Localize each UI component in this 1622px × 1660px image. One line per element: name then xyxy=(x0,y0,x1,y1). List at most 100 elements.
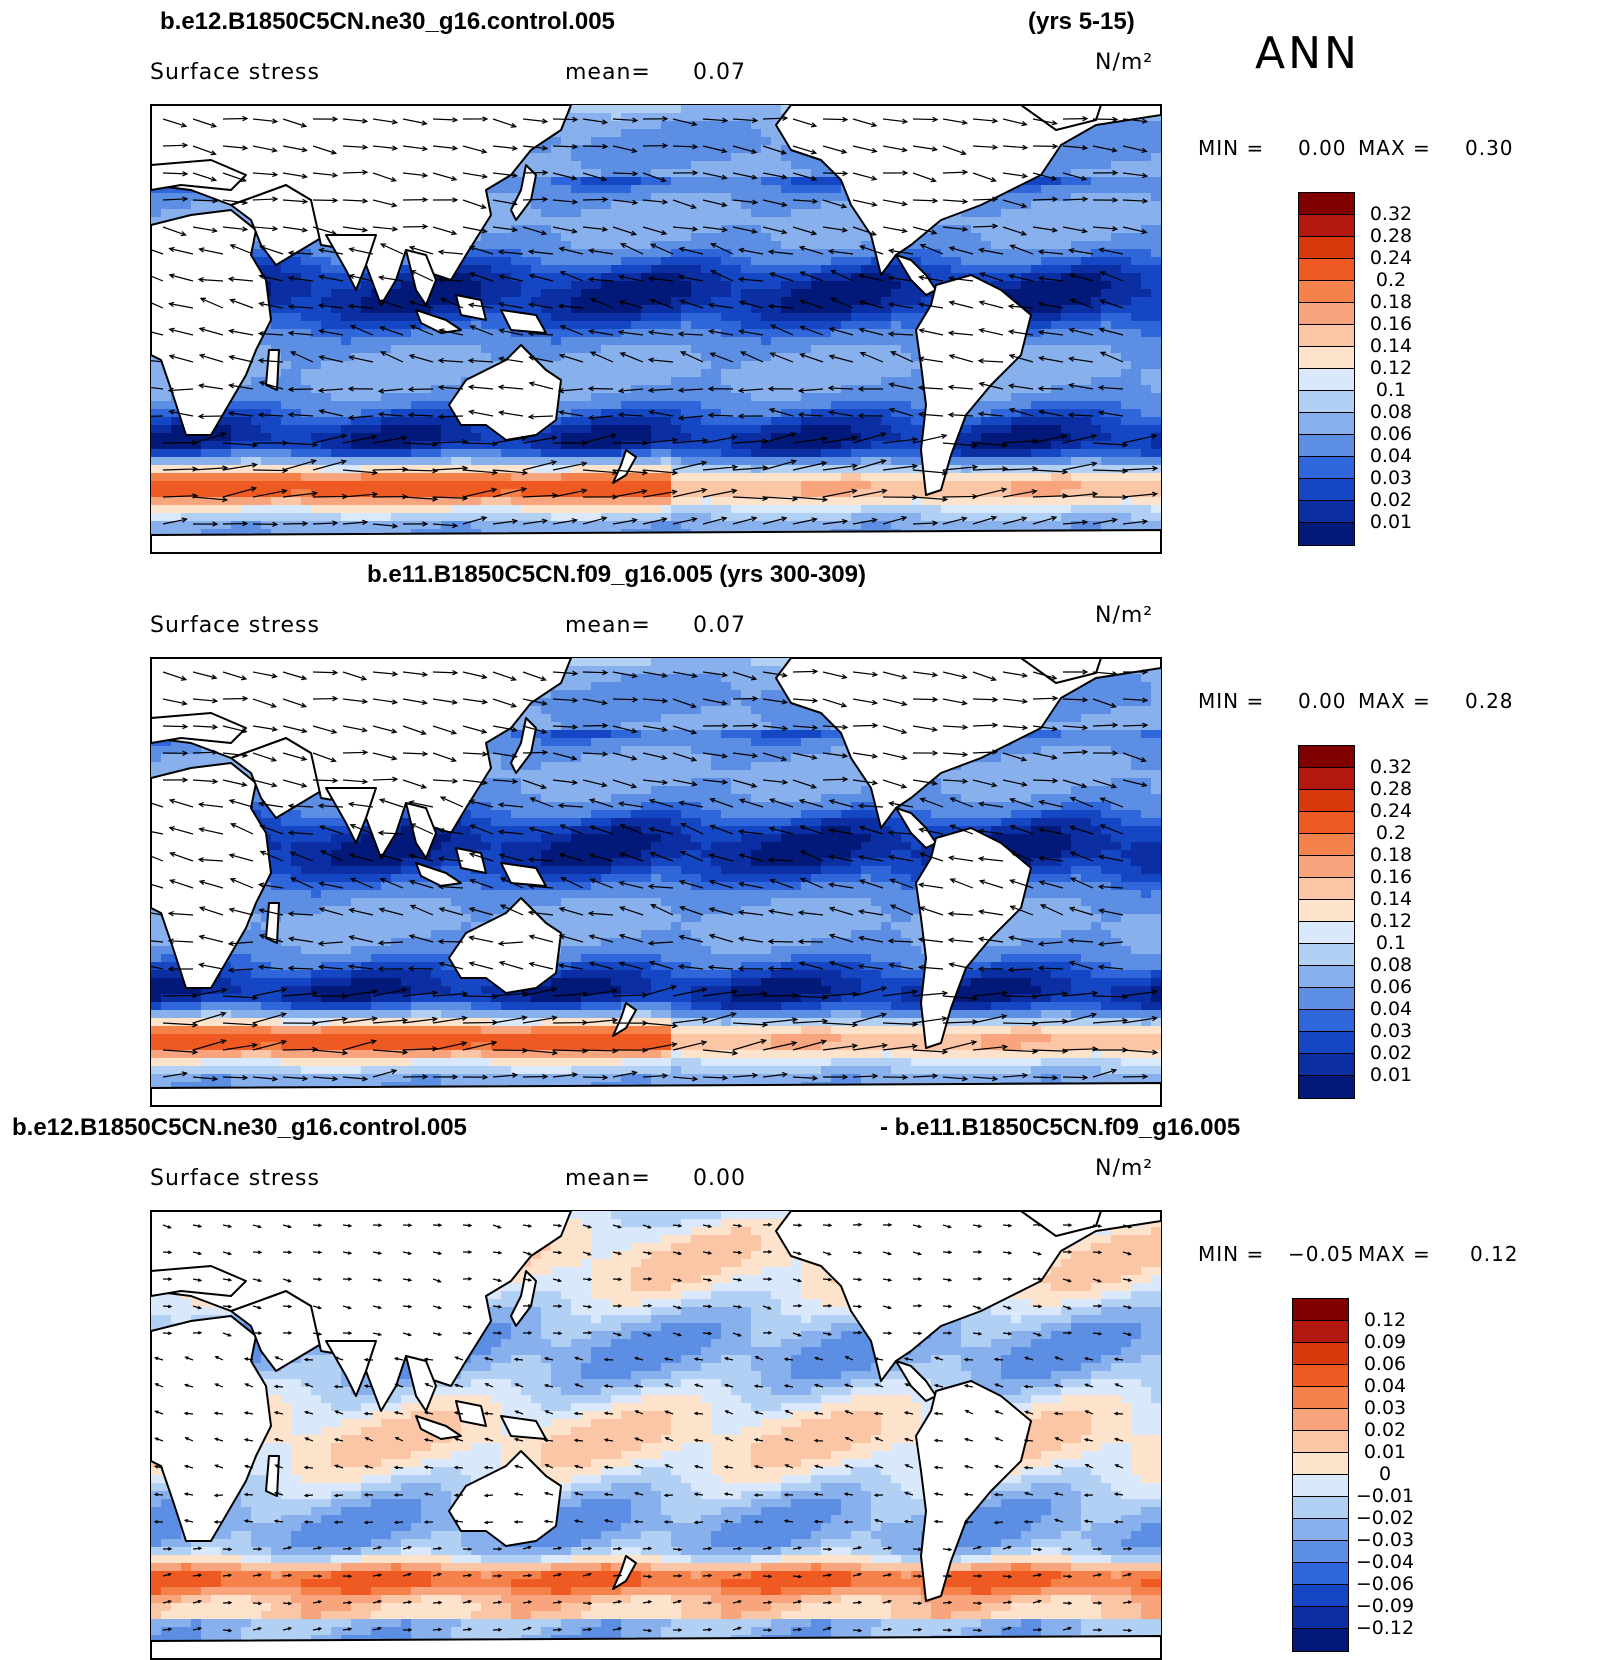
colorbar-swatch xyxy=(1299,479,1354,501)
colorbar-swatch xyxy=(1299,259,1354,281)
colorbar-tick-label: 0 xyxy=(1350,1463,1420,1485)
colorbar-swatch xyxy=(1293,1497,1348,1519)
panel2-units: N/m² xyxy=(1095,603,1153,628)
colorbar-swatch xyxy=(1299,856,1354,878)
colorbar-tick-label: 0.24 xyxy=(1356,800,1426,822)
colorbar-tick-label: 0.16 xyxy=(1356,313,1426,335)
colorbar-swatch xyxy=(1299,1054,1354,1076)
panel2-title: b.e11.B1850C5CN.f09_g16.005 (yrs 300-309… xyxy=(367,561,866,589)
panel3-mean-value: 0.00 xyxy=(693,1166,746,1191)
colorbar-swatch xyxy=(1299,768,1354,790)
panel2-subtitle: Surface stress xyxy=(150,613,320,638)
colorbar-tick-label: 0.06 xyxy=(1356,423,1426,445)
colorbar-swatch xyxy=(1299,457,1354,479)
colorbar-tick-label: 0.1 xyxy=(1356,932,1426,954)
map-svg xyxy=(151,1211,1161,1659)
colorbar-tick-label: 0.12 xyxy=(1356,910,1426,932)
colorbar-swatch xyxy=(1299,369,1354,391)
colorbar-tick-label: −0.02 xyxy=(1350,1507,1420,1529)
colorbar-swatch xyxy=(1299,413,1354,435)
colorbar-tick-label: 0.32 xyxy=(1356,203,1426,225)
colorbar-tick-label: 0.14 xyxy=(1356,888,1426,910)
colorbar-swatch xyxy=(1293,1431,1348,1453)
colorbar-tick-label: 0.04 xyxy=(1350,1375,1420,1397)
map-svg xyxy=(151,105,1161,553)
colorbar-tick-label: −0.03 xyxy=(1350,1529,1420,1551)
colorbar-tick-label: 0.03 xyxy=(1356,1020,1426,1042)
colorbar-tick-label: −0.04 xyxy=(1350,1551,1420,1573)
panel1-subtitle: Surface stress xyxy=(150,60,320,85)
panel3-map xyxy=(150,1210,1162,1660)
colorbar-swatch xyxy=(1299,435,1354,457)
panel1-units: N/m² xyxy=(1095,50,1153,75)
colorbar-swatch xyxy=(1299,523,1354,545)
colorbar-swatch xyxy=(1293,1475,1348,1497)
panel3-colorbar xyxy=(1292,1298,1349,1652)
colorbar-swatch xyxy=(1299,966,1354,988)
colorbar-swatch xyxy=(1299,325,1354,347)
colorbar-tick-label: 0.18 xyxy=(1356,291,1426,313)
colorbar-swatch xyxy=(1299,281,1354,303)
colorbar-swatch xyxy=(1293,1409,1348,1431)
map-svg xyxy=(151,658,1161,1106)
colorbar-tick-label: 0.12 xyxy=(1350,1309,1420,1331)
panel2-max-value: 0.28 xyxy=(1465,689,1514,713)
panel3-subtitle: Surface stress xyxy=(150,1166,320,1191)
colorbar-tick-label: 0.03 xyxy=(1356,467,1426,489)
panel2-mean-value: 0.07 xyxy=(693,613,746,638)
colorbar-swatch xyxy=(1299,944,1354,966)
colorbar-tick-label: 0.16 xyxy=(1356,866,1426,888)
colorbar-tick-label: 0.12 xyxy=(1356,357,1426,379)
colorbar-tick-label: 0.1 xyxy=(1356,379,1426,401)
colorbar-swatch xyxy=(1299,922,1354,944)
panel3-mean-label: mean= xyxy=(565,1166,651,1191)
colorbar-swatch xyxy=(1293,1607,1348,1629)
panel3-min-label: MIN = xyxy=(1198,1242,1264,1266)
colorbar-swatch xyxy=(1299,746,1354,768)
colorbar-tick-label: 0.02 xyxy=(1350,1419,1420,1441)
colorbar-tick-label: 0.06 xyxy=(1350,1353,1420,1375)
panel2-min-value: 0.00 xyxy=(1298,689,1347,713)
colorbar-tick-label: 0.28 xyxy=(1356,225,1426,247)
panel1-mean-label: mean= xyxy=(565,60,651,85)
colorbar-tick-label: 0.01 xyxy=(1350,1441,1420,1463)
colorbar-tick-label: 0.18 xyxy=(1356,844,1426,866)
colorbar-swatch xyxy=(1293,1519,1348,1541)
colorbar-swatch xyxy=(1299,347,1354,369)
panel2-mean-label: mean= xyxy=(565,613,651,638)
colorbar-tick-label: 0.04 xyxy=(1356,998,1426,1020)
panel2-min-label: MIN = xyxy=(1198,689,1264,713)
colorbar-tick-label: 0.02 xyxy=(1356,1042,1426,1064)
colorbar-swatch xyxy=(1293,1365,1348,1387)
panel1-mean-value: 0.07 xyxy=(693,60,746,85)
colorbar-swatch xyxy=(1293,1563,1348,1585)
colorbar-swatch xyxy=(1299,1076,1354,1098)
colorbar-tick-label: 0.06 xyxy=(1356,976,1426,998)
colorbar-tick-label: 0.04 xyxy=(1356,445,1426,467)
colorbar-swatch xyxy=(1299,1032,1354,1054)
panel1-min-label: MIN = xyxy=(1198,136,1264,160)
panel1-title-left: b.e12.B1850C5CN.ne30_g16.control.005 xyxy=(160,8,615,36)
colorbar-swatch xyxy=(1299,215,1354,237)
panel1-map xyxy=(150,104,1162,554)
colorbar-swatch xyxy=(1299,193,1354,215)
colorbar-tick-label: 0.28 xyxy=(1356,778,1426,800)
panel3-max-label: MAX = xyxy=(1358,1242,1431,1266)
season-label: ANN xyxy=(1255,28,1360,79)
colorbar-tick-label: 0.09 xyxy=(1350,1331,1420,1353)
colorbar-tick-label: 0.03 xyxy=(1350,1397,1420,1419)
colorbar-swatch xyxy=(1293,1299,1348,1321)
panel1-max-value: 0.30 xyxy=(1465,136,1514,160)
colorbar-tick-label: 0.14 xyxy=(1356,335,1426,357)
colorbar-swatch xyxy=(1299,878,1354,900)
panel2-max-label: MAX = xyxy=(1358,689,1431,713)
colorbar-swatch xyxy=(1293,1453,1348,1475)
colorbar-tick-label: 0.2 xyxy=(1356,269,1426,291)
colorbar-swatch xyxy=(1293,1541,1348,1563)
panel2-colorbar xyxy=(1298,745,1355,1099)
panel3-max-value: 0.12 xyxy=(1470,1242,1519,1266)
colorbar-swatch xyxy=(1293,1343,1348,1365)
panel1-min-value: 0.00 xyxy=(1298,136,1347,160)
colorbar-tick-label: 0.08 xyxy=(1356,401,1426,423)
colorbar-swatch xyxy=(1299,790,1354,812)
